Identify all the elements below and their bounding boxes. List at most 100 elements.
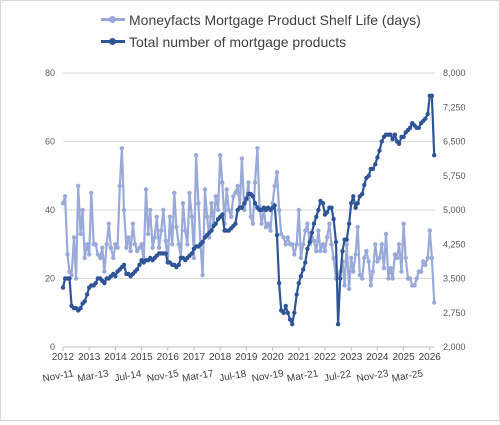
data-point-shelf-life [301, 242, 306, 247]
data-point-total-products [333, 239, 339, 245]
data-point-total-products [294, 292, 299, 297]
data-point-shelf-life [95, 252, 101, 257]
y-right-tick-label: 8,000 [443, 68, 466, 78]
data-point-shelf-life [318, 248, 323, 254]
x-year-tick-label: 2012 [52, 352, 75, 363]
data-point-shelf-life [259, 221, 264, 226]
data-point-shelf-life [296, 207, 301, 213]
x-year-tick-label: 2013 [78, 352, 101, 363]
data-point-total-products [239, 205, 245, 210]
data-point-total-products [432, 153, 437, 158]
data-point-shelf-life [124, 245, 129, 250]
data-point-shelf-life [137, 245, 142, 250]
y-left-tick-label: 20 [45, 274, 55, 284]
data-point-shelf-life [285, 235, 290, 240]
y-right-tick-label: 7,250 [443, 102, 466, 112]
y-left-tick-label: 80 [45, 68, 55, 78]
data-point-total-products [113, 274, 118, 279]
series-line-shelf-life [61, 147, 436, 303]
data-point-shelf-life [418, 269, 424, 274]
data-point-total-products [401, 134, 406, 140]
y-right-tick-label: 4,250 [443, 239, 466, 249]
data-point-shelf-life [180, 201, 186, 206]
data-point-total-products [305, 246, 310, 251]
data-point-total-products [396, 141, 402, 146]
data-point-shelf-life [314, 248, 319, 254]
data-point-shelf-life [368, 283, 373, 288]
data-point-shelf-life [344, 242, 349, 247]
data-point-total-products [67, 276, 72, 281]
x-year-tick-label: 2014 [104, 352, 127, 363]
data-point-total-products [233, 221, 238, 226]
data-point-shelf-life [375, 259, 380, 264]
data-point-shelf-life [268, 228, 273, 233]
data-point-total-products [209, 228, 214, 233]
data-point-shelf-life [183, 228, 188, 233]
x-month-label: Nov-19 [251, 368, 285, 385]
data-point-total-products [360, 191, 365, 197]
data-point-total-products [250, 194, 256, 199]
data-point-shelf-life [381, 266, 387, 271]
data-point-total-products [316, 207, 321, 213]
data-point-shelf-life [316, 228, 321, 233]
data-point-shelf-life [290, 242, 295, 247]
data-point-total-products [213, 221, 218, 226]
data-point-shelf-life [370, 269, 376, 274]
data-point-shelf-life [98, 255, 103, 261]
data-point-shelf-life [193, 153, 199, 158]
data-point-total-products [344, 237, 349, 242]
data-point-shelf-life [390, 276, 395, 281]
data-point-shelf-life [115, 245, 120, 250]
data-point-shelf-life [196, 201, 201, 206]
data-point-shelf-life [305, 221, 310, 226]
data-point-shelf-life [394, 255, 400, 261]
data-point-shelf-life [250, 221, 256, 226]
data-point-shelf-life [412, 283, 417, 288]
legend-label-shelf-life: Moneyfacts Mortgage Product Shelf Life (… [129, 12, 421, 28]
x-month-label: Nov-15 [146, 368, 180, 385]
data-point-shelf-life [152, 235, 157, 240]
data-point-shelf-life [351, 269, 356, 274]
data-point-total-products [373, 162, 378, 167]
data-point-total-products [134, 267, 140, 272]
data-point-shelf-life [89, 190, 94, 196]
data-point-shelf-life [360, 276, 365, 281]
data-point-shelf-life [364, 248, 369, 254]
data-point-shelf-life [78, 231, 83, 237]
y-right-tick-label: 2,750 [443, 308, 466, 318]
data-point-shelf-life [231, 194, 236, 199]
y-right-tick-label: 5,750 [443, 171, 466, 181]
data-point-shelf-life [220, 180, 225, 185]
x-year-tick-label: 2024 [366, 352, 389, 363]
data-point-shelf-life [189, 214, 195, 219]
data-point-shelf-life [349, 255, 354, 261]
data-point-shelf-life [93, 242, 98, 247]
y-right-tick-label: 3,500 [443, 274, 466, 284]
data-point-shelf-life [132, 242, 138, 247]
data-point-shelf-life [379, 242, 384, 247]
x-month-label: Jul-22 [323, 369, 352, 385]
data-point-total-products [287, 317, 293, 322]
data-point-total-products [377, 148, 382, 153]
data-point-shelf-life [156, 245, 162, 250]
data-point-shelf-life [113, 242, 118, 247]
data-point-shelf-life [117, 183, 123, 189]
legend-label-total-products: Total number of mortgage products [129, 34, 347, 50]
data-point-total-products [362, 182, 367, 188]
data-point-shelf-life [425, 255, 430, 261]
data-point-total-products [93, 280, 98, 286]
data-point-shelf-life [355, 224, 360, 230]
data-point-shelf-life [73, 276, 79, 281]
data-point-shelf-life [252, 180, 258, 185]
data-point-shelf-life [224, 187, 229, 192]
x-month-label: Jul-14 [114, 369, 143, 385]
data-point-total-products [349, 201, 354, 206]
data-point-shelf-life [357, 272, 362, 278]
data-point-shelf-life [329, 242, 334, 247]
data-point-shelf-life [128, 248, 133, 254]
data-point-shelf-life [311, 238, 317, 243]
data-point-shelf-life [399, 269, 404, 274]
data-point-shelf-life [281, 235, 286, 240]
data-point-shelf-life [366, 259, 371, 264]
